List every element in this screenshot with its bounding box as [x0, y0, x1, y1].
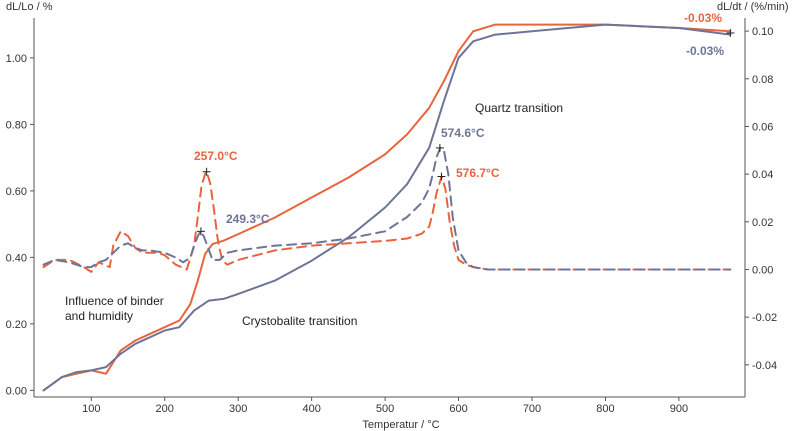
x-tick-label: 100 — [82, 403, 100, 415]
blue-rate-dashed-line — [42, 146, 732, 271]
endpoint-label-blue: -0.03% — [686, 44, 724, 58]
x-tick-label: 500 — [376, 403, 394, 415]
peak-label-257: 257.0°C — [194, 149, 238, 163]
axes — [33, 18, 746, 398]
right-tick-label: 0.04 — [752, 169, 773, 181]
annotation-binder-1: Influence of binder — [65, 294, 164, 308]
annotation-crystobalite: Crystobalite transition — [242, 314, 357, 328]
right-tick-label: 0.10 — [752, 26, 773, 38]
peak-marker-cross — [435, 143, 444, 152]
annotation-quartz: Quartz transition — [475, 101, 563, 115]
left-axis-title: dL/Lo / % — [6, 1, 53, 13]
right-tick-label: 0.00 — [752, 264, 773, 276]
x-tick-label: 600 — [449, 403, 467, 415]
left-tick-label: 0.40 — [6, 252, 27, 264]
tick-marks: 0.00 0.20 0.40 0.60 0.80 1.00 -0.04 -0.02 0.00 0.… — [6, 26, 778, 415]
x-tick-label: 400 — [302, 403, 320, 415]
left-tick-label: 0.20 — [6, 319, 27, 331]
x-tick-label: 200 — [156, 403, 174, 415]
left-tick-label: 0.00 — [6, 385, 27, 397]
peak-label-249: 249.3°C — [226, 212, 270, 226]
peak-marker-cross — [202, 167, 211, 176]
series-group — [42, 23, 732, 392]
left-tick-label: 1.00 — [6, 53, 27, 65]
peak-marker-cross — [726, 28, 735, 37]
annotation-binder-2: and humidity — [65, 309, 133, 323]
left-tick-label: 0.80 — [6, 119, 27, 131]
right-tick-label: 0.02 — [752, 217, 773, 229]
left-tick-label: 0.60 — [6, 186, 27, 198]
orange-expansion-line — [42, 23, 732, 392]
right-tick-label: 0.08 — [752, 74, 773, 86]
peak-label-576: 576.7°C — [456, 166, 500, 180]
x-tick-label: 300 — [229, 403, 247, 415]
x-tick-label: 900 — [670, 403, 688, 415]
right-tick-label: 0.06 — [752, 121, 773, 133]
x-tick-label: 800 — [596, 403, 614, 415]
peak-label-574: 574.6°C — [441, 126, 485, 140]
peak-marker-cross — [437, 172, 446, 181]
right-tick-label: -0.04 — [752, 360, 777, 372]
blue-expansion-line — [42, 23, 732, 392]
right-axis-title: dL/dt / (%/min) — [717, 1, 789, 13]
x-axis-title: Temperatur / °C — [362, 419, 439, 431]
peak-markers — [196, 28, 735, 236]
orange-rate-dashed-line — [42, 170, 732, 273]
x-tick-label: 700 — [523, 403, 541, 415]
right-tick-label: -0.02 — [752, 312, 777, 324]
endpoint-label-orange: -0.03% — [684, 11, 722, 25]
peak-marker-cross — [196, 227, 205, 236]
